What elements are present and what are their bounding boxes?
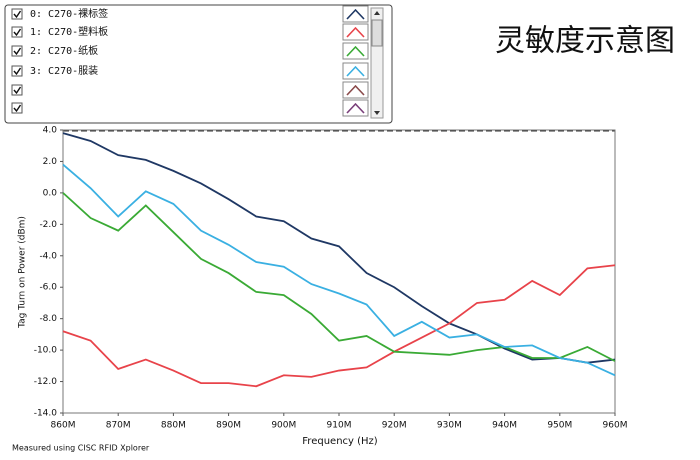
checkbox[interactable] <box>11 8 23 20</box>
legend-label: 3: C270-服装 <box>30 64 98 77</box>
y-tick-label: -14.0 <box>34 409 58 419</box>
scroll-up[interactable] <box>374 11 380 15</box>
legend-swatch-box <box>342 5 369 23</box>
x-tick-label: 900M <box>271 421 296 431</box>
legend-swatch <box>346 84 365 96</box>
x-tick-label: 940M <box>492 421 517 431</box>
checkbox[interactable] <box>11 65 23 77</box>
legend-label: 1: C270-塑料板 <box>30 25 108 38</box>
x-tick-label: 950M <box>547 421 572 431</box>
legend-label: 2: C270-纸板 <box>30 44 98 57</box>
y-tick-label: -10.0 <box>34 346 58 356</box>
legend-swatch <box>346 26 365 38</box>
series-line <box>62 132 616 364</box>
y-tick-label: -6.0 <box>39 283 57 293</box>
legend-swatch-box <box>342 62 369 80</box>
legend-swatch-box <box>342 42 369 60</box>
legend-swatch <box>346 8 365 20</box>
x-tick-label: 880M <box>161 421 186 431</box>
legend-label: 0: C270-裸标签 <box>30 7 108 20</box>
check-mark <box>13 86 22 95</box>
legend-swatch-box <box>342 81 369 99</box>
checkbox[interactable] <box>11 102 23 114</box>
checkbox[interactable] <box>11 26 23 38</box>
x-tick-label: 890M <box>216 421 241 431</box>
x-tick-label: 960M <box>603 421 628 431</box>
legend-swatch <box>346 65 365 77</box>
y-tick-label: -4.0 <box>39 251 57 261</box>
y-tick-label: -12.0 <box>34 377 58 387</box>
series-line <box>62 192 616 362</box>
legend-swatch-box <box>342 99 369 117</box>
legend-list <box>4 4 393 124</box>
check-mark <box>13 67 22 76</box>
title: 灵敏度示意图 <box>495 24 675 59</box>
x-axis-label: Frequency (Hz) <box>302 436 378 447</box>
checkbox[interactable] <box>11 84 23 96</box>
y-tick-label: -2.0 <box>39 220 57 230</box>
series-line <box>62 163 616 377</box>
footer: Measured using CISC RFID Xplorer <box>12 444 150 453</box>
scroll-down[interactable] <box>374 111 380 115</box>
legend-swatch-box <box>342 23 369 41</box>
check-mark <box>13 10 22 19</box>
legend-swatch <box>346 102 365 114</box>
checkbox[interactable] <box>11 45 23 57</box>
x-tick-label: 920M <box>382 421 407 431</box>
y-axis-label: Tag Turn on Power (dBm) <box>18 216 28 329</box>
check-mark <box>13 47 22 56</box>
x-tick-label: 860M <box>51 421 76 431</box>
y-tick-label: 0.0 <box>43 188 58 198</box>
scroll-thumb[interactable] <box>371 19 383 47</box>
x-tick-label: 910M <box>327 421 352 431</box>
check-mark <box>13 28 22 37</box>
x-tick-label: 870M <box>106 421 131 431</box>
series-line <box>62 264 616 388</box>
x-tick-label: 930M <box>437 421 462 431</box>
legend-swatch <box>346 45 365 57</box>
y-tick-label: 4.0 <box>43 126 58 136</box>
check-mark <box>13 104 22 113</box>
y-tick-label: 2.0 <box>43 157 58 167</box>
y-tick-label: -8.0 <box>39 314 57 324</box>
